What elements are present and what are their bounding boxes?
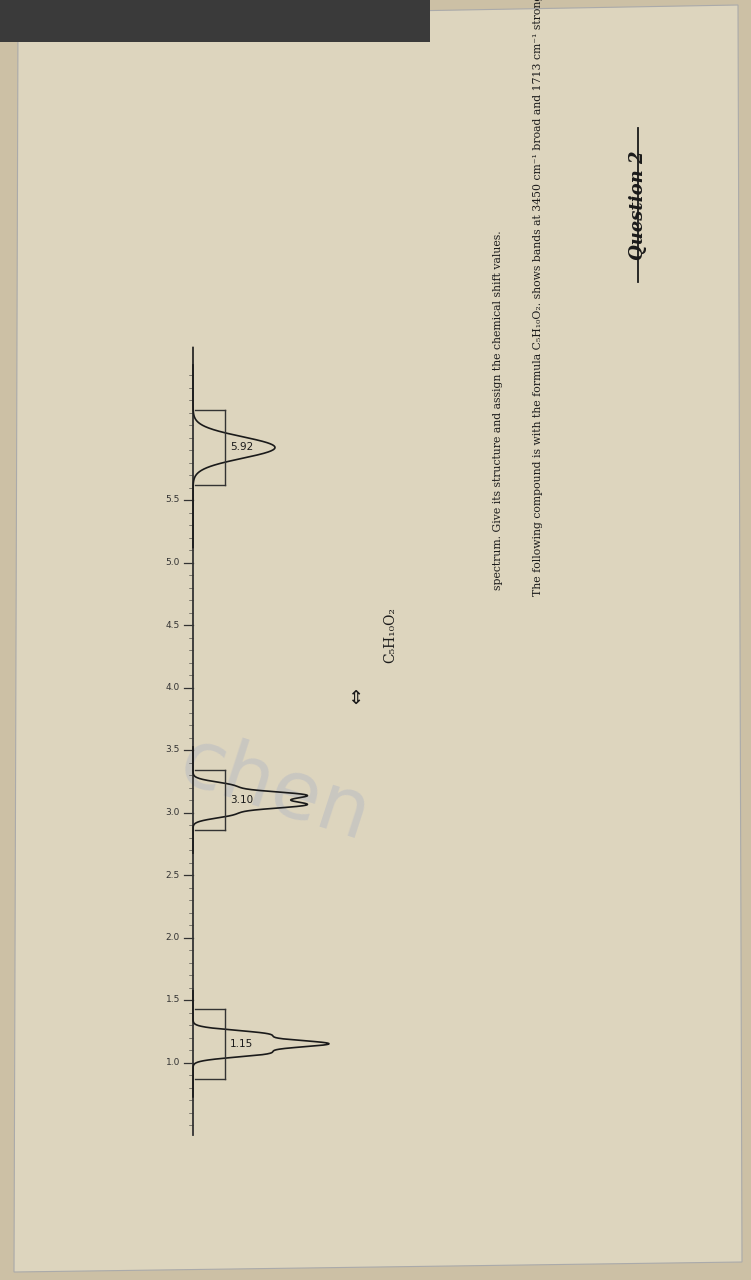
Text: C₅H₁₀O₂: C₅H₁₀O₂: [383, 607, 397, 663]
Text: 3.0: 3.0: [166, 808, 180, 817]
Text: 5.5: 5.5: [166, 495, 180, 504]
Bar: [0, 0, 430, 42]
Text: spectrum. Give its structure and assign the chemical shift values.: spectrum. Give its structure and assign …: [493, 230, 503, 590]
Text: 1.15: 1.15: [230, 1039, 253, 1048]
Text: 1.5: 1.5: [166, 996, 180, 1005]
Text: 3.10: 3.10: [230, 795, 253, 805]
Text: 4.0: 4.0: [166, 684, 180, 692]
Text: 2.0: 2.0: [166, 933, 180, 942]
Text: ⇕: ⇕: [347, 689, 363, 708]
Text: 4.5: 4.5: [166, 621, 180, 630]
Text: chen: chen: [170, 723, 380, 858]
Text: 5.0: 5.0: [166, 558, 180, 567]
Text: The following compound is with the formula C₅H₁₀O₂. shows bands at 3450 cm⁻¹ bro: The following compound is with the formu…: [533, 0, 543, 596]
Text: Question 2: Question 2: [629, 150, 647, 260]
Text: 5.92: 5.92: [230, 443, 253, 453]
Text: 1.0: 1.0: [166, 1059, 180, 1068]
Text: 2.5: 2.5: [166, 870, 180, 879]
Text: 3.5: 3.5: [166, 745, 180, 754]
Polygon shape: [14, 5, 742, 1272]
